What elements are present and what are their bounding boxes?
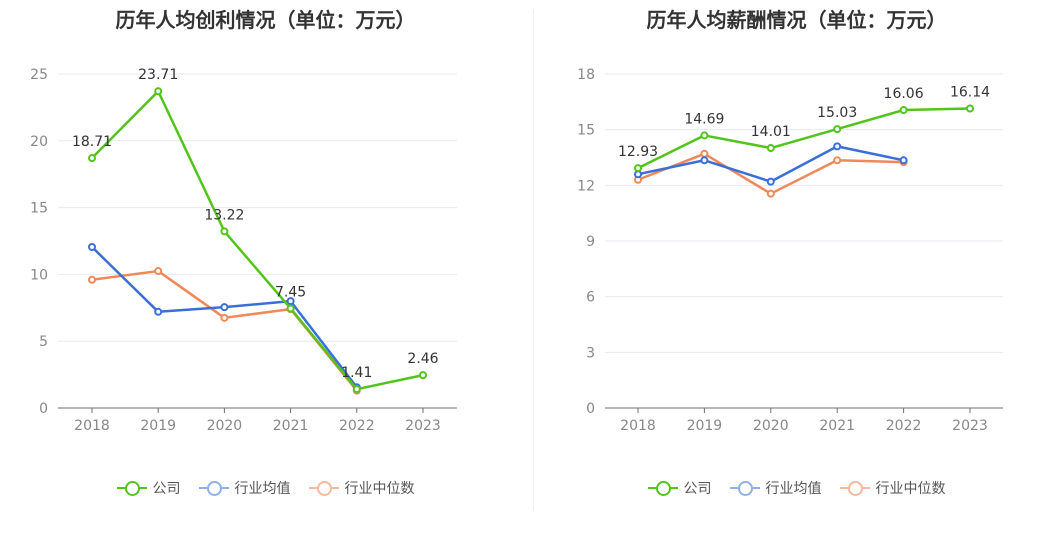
data-point	[766, 189, 775, 198]
legend-marker-icon	[116, 478, 147, 498]
data-point	[88, 243, 96, 252]
legend-label: 行业中位数	[875, 481, 946, 497]
x-tick-label: 2023	[405, 418, 441, 434]
y-tick-label: 20	[30, 134, 48, 150]
data-point	[220, 227, 229, 236]
data-label: 23.71	[138, 67, 178, 83]
data-point	[352, 385, 361, 394]
data-point	[88, 154, 96, 163]
data-point	[766, 144, 775, 153]
profit-per-capita-chart-panel: 历年人均创利情况（单位：万元） 0 5 10 15 20 25 2018 2019 2020 20…	[0, 8, 531, 498]
legend-marker-icon	[198, 478, 229, 498]
data-point	[700, 156, 709, 165]
y-tick-label: 0	[586, 401, 595, 417]
y-tick-label: 15	[577, 123, 595, 139]
chart-title: 历年人均创利情况（单位：万元）	[115, 8, 416, 32]
y-tick-label: 18	[577, 67, 595, 83]
data-point	[419, 371, 427, 380]
legend-item-industry-median[interactable]: 行业中位数	[839, 478, 946, 498]
legend-item-company[interactable]: 公司	[116, 478, 181, 498]
data-label: 14.01	[751, 124, 791, 140]
legend-marker-icon	[308, 478, 339, 498]
data-point	[700, 131, 709, 140]
data-label: 13.22	[204, 207, 244, 223]
x-tick-label: 2021	[273, 418, 309, 434]
data-point	[833, 156, 842, 165]
x-tick-label: 2020	[753, 418, 789, 434]
data-point	[88, 275, 96, 284]
y-tick-label: 12	[577, 178, 595, 194]
data-point	[154, 267, 163, 276]
x-tick-label: 2018	[620, 418, 656, 434]
data-label: 2.46	[407, 351, 438, 367]
data-label: 16.14	[950, 85, 990, 101]
x-tick-label: 2022	[339, 418, 375, 434]
data-label: 12.93	[618, 144, 658, 160]
legend-label: 公司	[683, 481, 712, 497]
x-tick-label: 2020	[207, 418, 243, 434]
data-point	[634, 164, 642, 173]
data-point	[833, 125, 842, 134]
y-tick-label: 3	[586, 345, 595, 361]
legend-marker-icon	[839, 478, 870, 498]
data-point	[966, 104, 974, 113]
data-point	[833, 142, 842, 151]
data-point	[700, 149, 709, 158]
x-tick-label: 2021	[819, 418, 855, 434]
data-point	[286, 297, 295, 306]
legend-marker-icon	[647, 478, 678, 498]
series-line	[91, 269, 358, 392]
series-line	[637, 107, 971, 170]
y-tick-label: 10	[30, 267, 48, 283]
data-label: 15.03	[817, 105, 857, 121]
series-line	[637, 152, 904, 195]
y-tick-label: 25	[30, 67, 48, 83]
y-tick-label: 0	[39, 401, 48, 417]
profit-per-capita-chart: 0 5 10 15 20 25 2018 2019 2020 2021 2022 2023 18.71 2…	[30, 67, 457, 434]
data-label: 1.41	[341, 365, 372, 381]
data-label: 7.45	[275, 284, 306, 300]
x-tick-label: 2019	[687, 418, 723, 434]
data-point	[899, 156, 908, 165]
y-tick-label: 5	[39, 334, 48, 350]
chart-title: 历年人均薪酬情况（单位：万元）	[646, 8, 947, 32]
x-tick-label: 2018	[74, 418, 110, 434]
data-point	[154, 307, 163, 316]
salary-per-capita-chart: 0 3 6 9 12 15 18 2018 2019 2020 2021 2022 2023 12.93 1…	[577, 67, 1003, 434]
y-tick-label: 9	[586, 234, 595, 250]
data-label: 18.71	[72, 134, 112, 150]
chart-legend: 公司 行业均值 行业中位数	[531, 478, 1062, 498]
salary-per-capita-chart-panel: 历年人均薪酬情况（单位：万元） 0 3 6 9 12 15 18 2018 2019 2020 20…	[531, 0, 1062, 546]
legend-label: 行业均值	[234, 481, 291, 497]
x-tick-label: 2022	[886, 418, 922, 434]
legend-label: 行业均值	[765, 481, 822, 497]
legend-item-industry-median[interactable]: 行业中位数	[308, 478, 415, 498]
legend-label: 公司	[152, 481, 181, 497]
legend-item-industry-mean[interactable]: 行业均值	[729, 478, 822, 498]
data-label: 16.06	[884, 86, 924, 102]
data-point	[220, 303, 229, 312]
x-tick-label: 2019	[140, 418, 176, 434]
data-point	[766, 177, 775, 186]
data-point	[899, 105, 908, 114]
data-point	[286, 304, 295, 313]
chart-legend: 公司 行业均值 行业中位数	[0, 478, 531, 498]
data-point	[634, 170, 642, 179]
y-tick-label: 6	[586, 290, 595, 306]
data-point	[220, 313, 229, 322]
series-line	[91, 89, 424, 391]
legend-marker-icon	[729, 478, 760, 498]
y-tick-label: 15	[30, 201, 48, 217]
legend-label: 行业中位数	[344, 481, 415, 497]
legend-item-company[interactable]: 公司	[647, 478, 712, 498]
data-point	[154, 87, 163, 96]
panel-divider	[533, 10, 534, 510]
legend-item-industry-mean[interactable]: 行业均值	[198, 478, 291, 498]
x-tick-label: 2023	[952, 418, 988, 434]
data-label: 14.69	[684, 111, 724, 127]
